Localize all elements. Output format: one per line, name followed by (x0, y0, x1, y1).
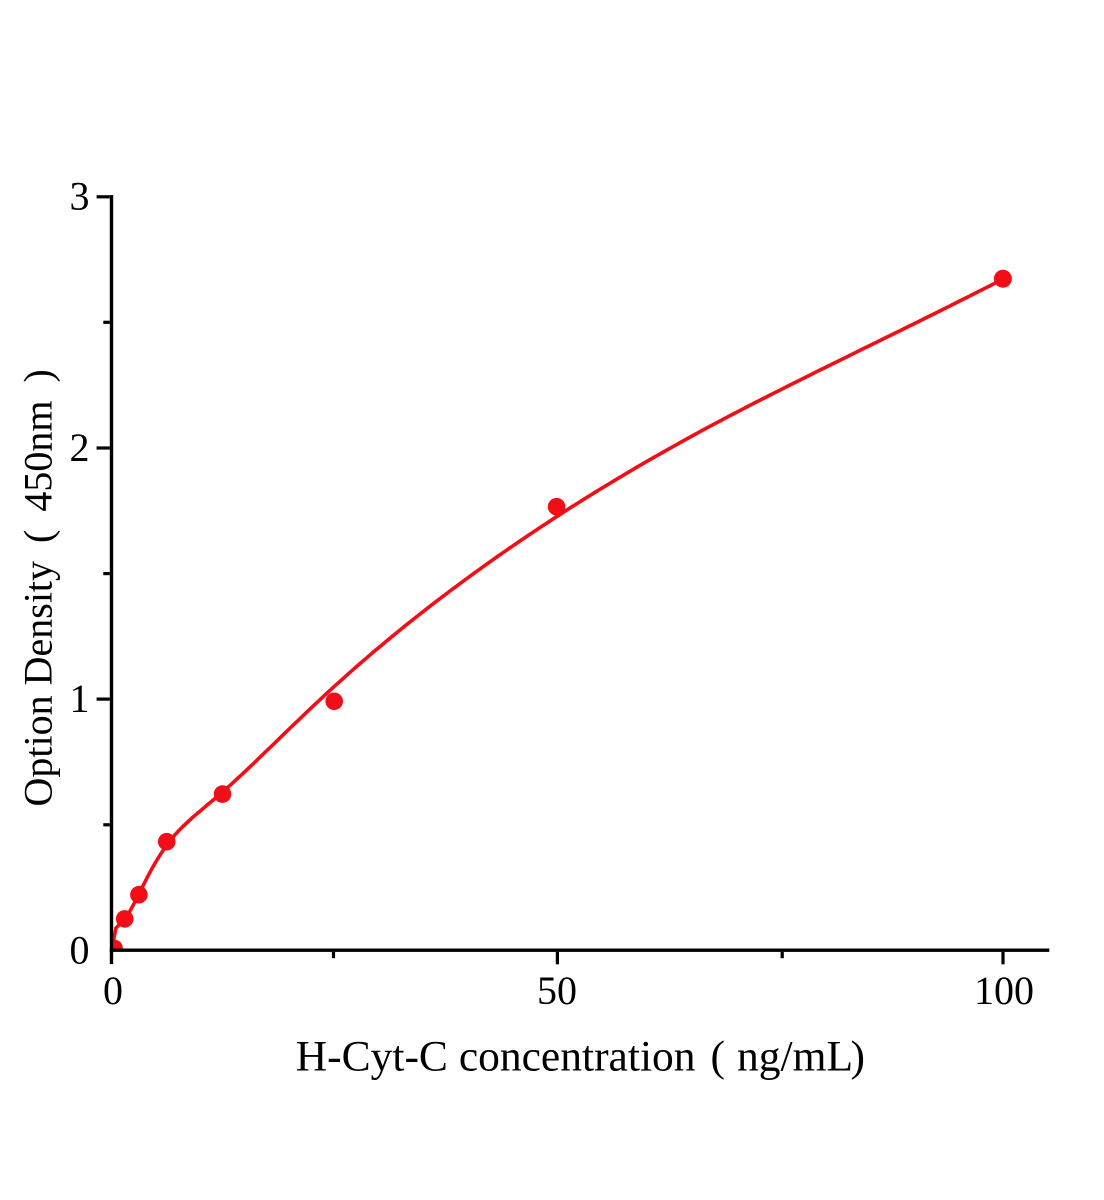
svg-text:1: 1 (70, 676, 90, 721)
svg-text:0: 0 (70, 928, 90, 973)
svg-text:H-Cyt-C concentration(ng/mL): H-Cyt-C concentration(ng/mL) (296, 1033, 865, 1081)
svg-text:2: 2 (70, 425, 90, 470)
svg-text:100: 100 (974, 968, 1034, 1013)
svg-text:50: 50 (537, 968, 577, 1013)
svg-text:Option Density(450nm): Option Density(450nm) (16, 369, 61, 806)
svg-text:3: 3 (70, 174, 90, 219)
svg-text:0: 0 (103, 968, 123, 1013)
